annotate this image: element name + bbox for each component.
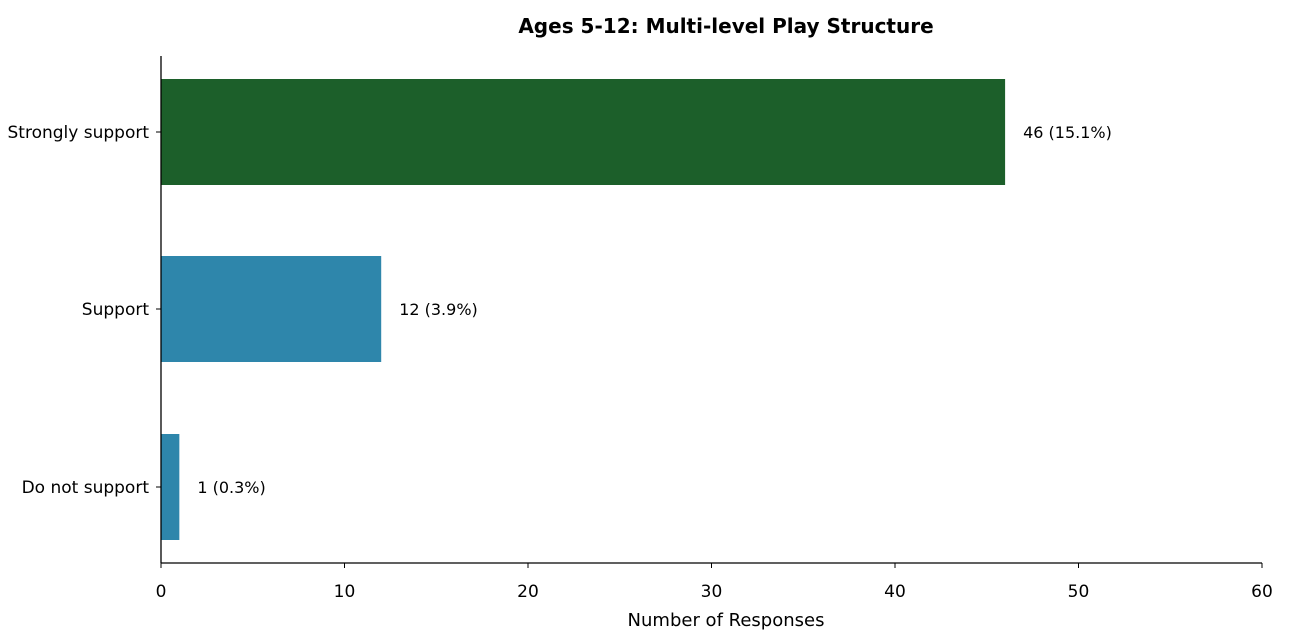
- bar-value-label: 12 (3.9%): [399, 300, 478, 319]
- x-tick-label: 20: [517, 582, 539, 602]
- bar-value-label: 1 (0.3%): [197, 478, 265, 497]
- x-tick-label: 40: [884, 582, 906, 602]
- y-tick-label: Support: [82, 300, 150, 320]
- x-tick-label: 60: [1251, 582, 1273, 602]
- x-tick-label: 0: [156, 582, 167, 602]
- x-tick-label: 30: [701, 582, 723, 602]
- y-tick-label: Do not support: [22, 478, 150, 498]
- value-labels-layer: 46 (15.1%) 12 (3.9%) 1 (0.3%): [197, 123, 1112, 497]
- bars-layer: [161, 79, 1006, 540]
- x-tick-label: 10: [334, 582, 356, 602]
- bar-1: [161, 256, 382, 362]
- chart-title: Ages 5-12: Multi-level Play Structure: [518, 14, 933, 38]
- x-axis-label: Number of Responses: [628, 610, 825, 631]
- bar-0: [161, 79, 1006, 185]
- x-ticks-layer: 0 10 20 30 40 50 60: [156, 563, 1273, 602]
- bar-value-label: 46 (15.1%): [1023, 123, 1112, 142]
- x-tick-label: 50: [1068, 582, 1090, 602]
- y-tick-label: Strongly support: [8, 123, 150, 143]
- bar-2: [161, 434, 180, 540]
- y-ticks-layer: Strongly support Support Do not support: [8, 123, 161, 498]
